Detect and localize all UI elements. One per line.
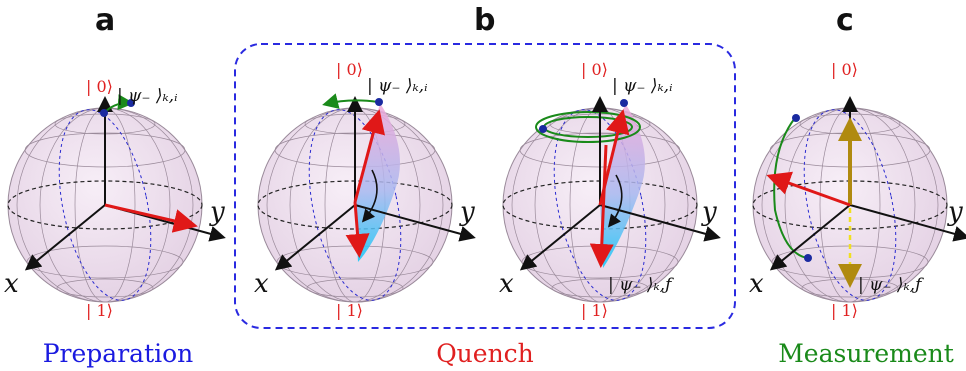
sphere-c-y-label: y	[947, 197, 963, 227]
sphere-c-ket0: | 0⟩	[831, 60, 858, 79]
sphere-b1-vector-down	[345, 201, 370, 258]
sphere-c-ket1: | 1⟩	[831, 301, 858, 320]
caption-measurement: Measurement	[778, 339, 954, 368]
sphere-b1-point	[375, 98, 383, 106]
sphere-b2-point-1	[539, 125, 547, 133]
quench-frame	[234, 43, 736, 329]
sphere-a-ket0: | 0⟩	[86, 77, 113, 96]
sphere-b2-x-axis	[519, 204, 601, 271]
sphere-c-meridian	[803, 109, 897, 301]
sphere-c-y-axis	[849, 204, 966, 242]
sphere-b1-ket1: | 1⟩	[336, 301, 363, 320]
sphere-a-ket1: | 1⟩	[86, 301, 113, 320]
sphere-c: | 0⟩ | 1⟩ | ψ₋ ⟩ₖ,ƒ x y	[749, 60, 966, 320]
sphere-b1: | 0⟩ | 1⟩ | ψ₋ ⟩ₖ,ᵢ x y	[254, 60, 476, 320]
sphere-b1-x-axis	[274, 204, 356, 271]
sphere-b1-x-label: x	[254, 269, 269, 299]
sphere-b1-vector-up	[353, 109, 386, 203]
sphere-b2-ket1: | 1⟩	[581, 301, 608, 320]
sphere-a-state-vector	[104, 203, 198, 233]
sphere-b2-ket0: | 0⟩	[581, 60, 608, 79]
sphere-a-psi-i: | ψ₋ ⟩ₖ,ᵢ	[117, 86, 178, 106]
sphere-c-red-vector	[766, 171, 851, 207]
sphere-b2: | 0⟩ | 1⟩ | ψ₋ ⟩ₖ,ᵢ | ψ₋ ⟩ₖ,ƒ x y	[499, 60, 721, 320]
sphere-b2-x-label: x	[499, 269, 514, 299]
sphere-b2-orbit-outer	[535, 111, 641, 143]
sphere-b1-ket0: | 0⟩	[336, 60, 363, 79]
sphere-b2-psi-f: | ψ₋ ⟩ₖ,ƒ	[608, 275, 674, 295]
caption-preparation: Preparation	[43, 339, 194, 368]
sphere-a-meridian	[58, 109, 152, 301]
sphere-b2-point-2	[620, 99, 628, 107]
panel-letter-b: b	[474, 3, 495, 38]
sphere-c-point-1	[792, 114, 800, 122]
sphere-b1-green-arc	[322, 93, 379, 109]
sphere-a-point-2	[127, 99, 135, 107]
sphere-b2-psi-i: | ψ₋ ⟩ₖ,ᵢ	[612, 76, 673, 96]
sphere-b2-vector-down	[589, 144, 614, 268]
sphere-a: | 0⟩ | 1⟩ | ψ₋ ⟩ₖ,ᵢ x y	[4, 77, 226, 320]
sphere-c-green-arc	[773, 117, 809, 259]
sphere-c-x-label: x	[749, 269, 764, 299]
sphere-b2-rotation-arrow	[608, 174, 623, 228]
panel-letter-c: c	[836, 3, 854, 38]
caption-quench: Quench	[436, 339, 534, 368]
sphere-c-x-axis	[769, 204, 851, 271]
sphere-a-x-axis	[24, 204, 106, 271]
sphere-c-psi-f: | ψ₋ ⟩ₖ,ƒ	[858, 275, 924, 295]
sphere-b1-meridian	[308, 109, 402, 301]
sphere-b1-psi-i: | ψ₋ ⟩ₖ,ᵢ	[367, 76, 428, 96]
sphere-b2-y-label: y	[701, 197, 717, 227]
sphere-c-point-2	[804, 254, 812, 262]
sphere-a-point-1	[100, 109, 108, 117]
sphere-b1-y-label: y	[459, 197, 475, 227]
sphere-a-y-label: y	[209, 197, 225, 227]
sphere-b1-rotation-arrow	[361, 169, 378, 223]
sphere-a-x-label: x	[4, 269, 19, 299]
sphere-b2-meridian	[553, 109, 647, 301]
panel-letter-a: a	[95, 3, 115, 38]
